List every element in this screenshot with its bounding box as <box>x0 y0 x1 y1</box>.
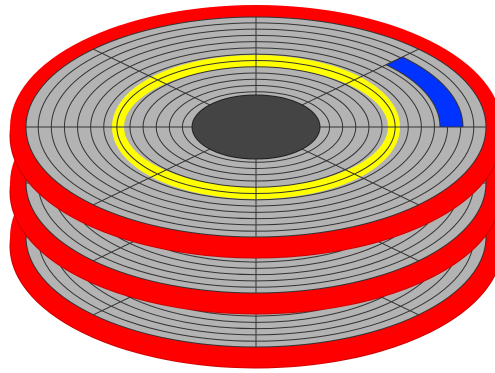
sector-divider <box>93 48 216 109</box>
spindle <box>191 94 321 160</box>
sector-divider <box>93 145 216 206</box>
sector-divider <box>296 48 419 109</box>
sector-divider <box>296 145 419 206</box>
